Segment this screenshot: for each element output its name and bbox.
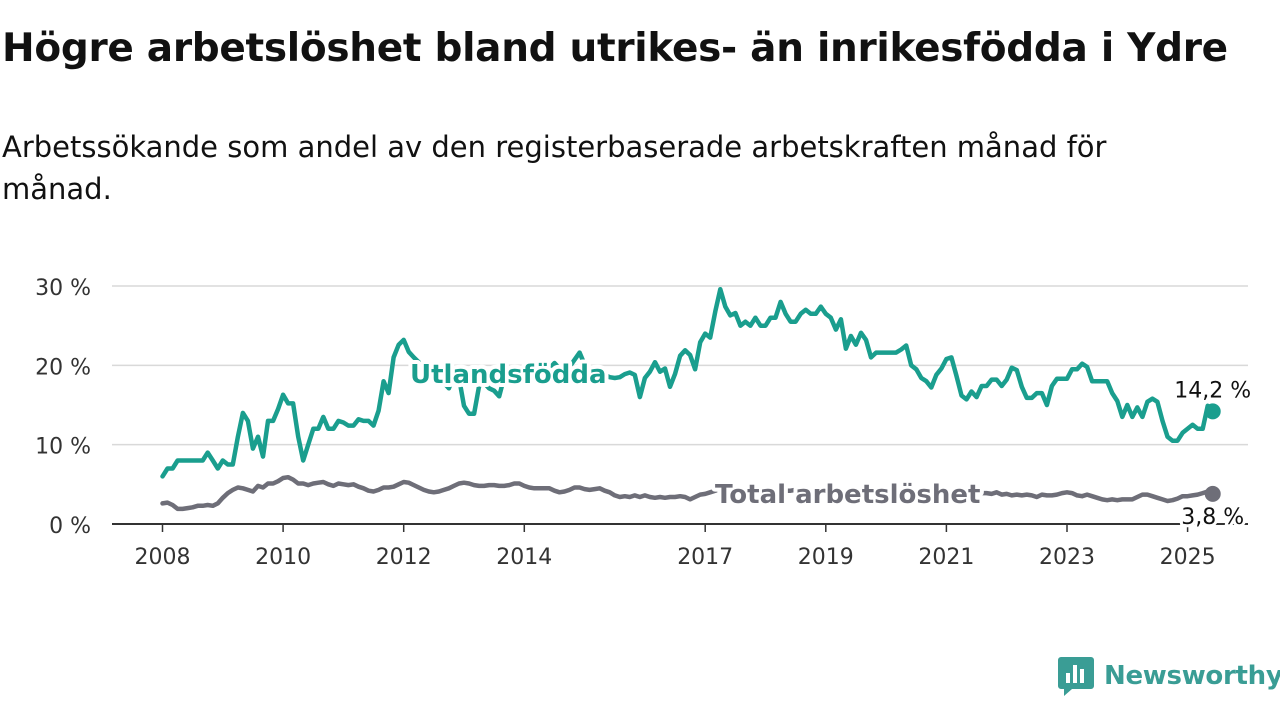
bar-chart-icon [1058,657,1094,696]
x-tick-label: 2010 [255,545,311,570]
series-end-label: 14,2 % [1174,378,1251,403]
series-end-point [1204,485,1221,502]
series-lines [160,286,1221,512]
x-tick-label: 2025 [1160,545,1216,570]
x-tick-label: 2008 [135,545,191,570]
x-tick-label: 2021 [918,545,974,570]
series-end-label: 3,8 % [1181,505,1244,530]
y-tick-label: 20 % [35,355,91,380]
chart-subtitle: Arbetssökande som andel av den registerb… [2,130,1107,206]
x-tick-label: 2012 [376,545,432,570]
y-axis: 0 % 10 % 20 % 30 % [35,276,91,539]
y-tick-label: 30 % [35,276,91,301]
x-tick-label: 2014 [496,545,552,570]
x-tick-label: 2019 [798,545,854,570]
y-tick-label: 10 % [35,435,91,460]
brand-name: Newsworthy [1104,661,1280,691]
y-tick-label: 0 % [49,514,91,539]
series-name-label: Total arbetslöshet [715,480,980,510]
grid-lines [112,285,1248,446]
x-tick-label: 2023 [1039,545,1095,570]
series-name-label: Utlandsfödda [410,360,607,390]
newsworthy-logo: Newsworthy [1058,654,1280,698]
series-line [160,286,1215,479]
series-labels: Utlandsfödda 14,2 % Total arbetslöshet 3,8 … [406,356,1254,533]
series-line [160,474,1215,512]
x-tick-label: 2017 [677,545,733,570]
chart-title: Högre arbetslöshet bland utrikes- än inr… [2,26,1228,71]
series-end-point [1204,403,1221,420]
x-axis: 2008 2010 2012 2014 2017 2019 2021 2023 2025 [112,523,1248,570]
